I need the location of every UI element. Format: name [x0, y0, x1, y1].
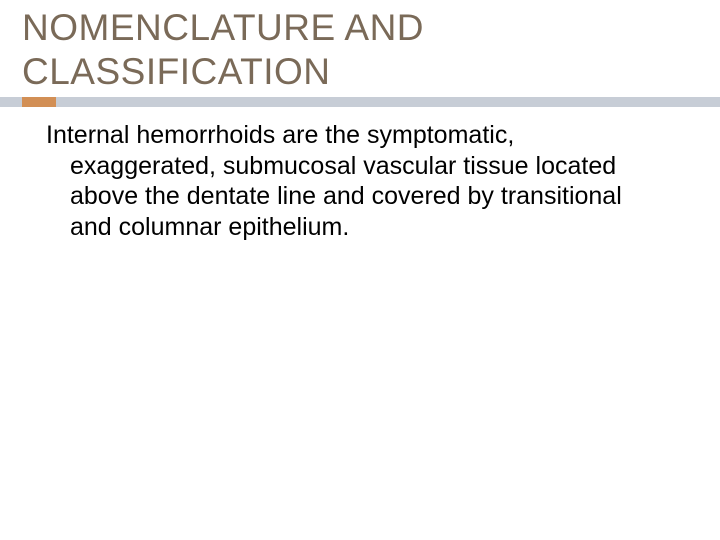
slide: { "title": { "text": "NOMENCLATURE AND C… [0, 0, 720, 540]
slide-title: NOMENCLATURE AND CLASSIFICATION [22, 6, 720, 93]
body-paragraph: Internal hemorrhoids are the symptomatic… [46, 120, 666, 242]
title-underline-bar [0, 97, 720, 107]
body-text-block: Internal hemorrhoids are the symptomatic… [46, 120, 666, 242]
title-underline [0, 97, 720, 107]
title-underline-accent [22, 97, 56, 107]
